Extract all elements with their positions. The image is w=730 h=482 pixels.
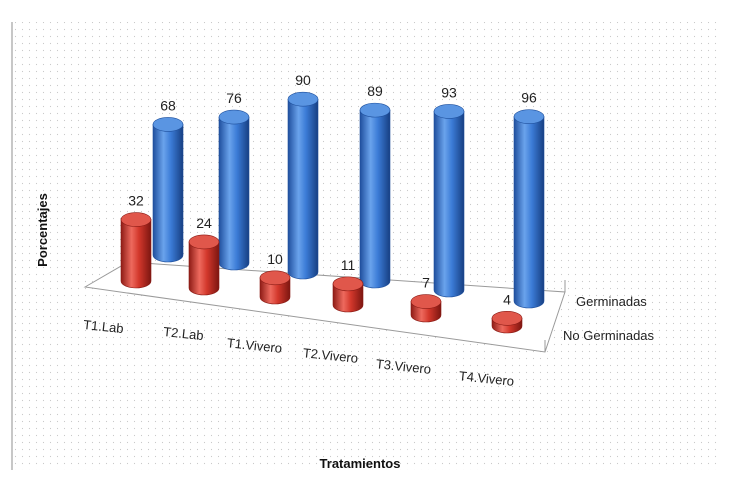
no-germinadas-bar-top [259, 270, 291, 286]
germinadas-data-label: 96 [521, 90, 537, 106]
germinadas-bar-body [218, 116, 250, 271]
no-germinadas-bar-top [491, 311, 523, 326]
germinadas-bar-body [433, 111, 465, 298]
x-tick-label: T2.Vivero [302, 345, 359, 366]
no-germinadas-bar-body [188, 241, 220, 296]
germinadas-data-label: 93 [441, 84, 457, 100]
no-germinadas-bar-body [332, 283, 364, 313]
no-germinadas-bar [332, 276, 364, 313]
series-label: No Germinadas [563, 328, 655, 343]
no-germinadas-bar [120, 212, 152, 289]
no-germinadas-data-label: 4 [503, 291, 511, 307]
x-tick-label: T2.Lab [163, 324, 205, 343]
no-germinadas-bar-body [259, 277, 291, 305]
germinadas-bar [433, 104, 465, 298]
germinadas-bar-top [359, 102, 391, 118]
germinadas-bar-top [152, 117, 184, 132]
germinadas-bar-top [218, 109, 250, 125]
y-axis-title: Porcentajes [35, 193, 50, 267]
x-tick-label: T3.Vivero [375, 356, 432, 377]
no-germinadas-bar-top [332, 276, 364, 292]
germinadas-data-label: 89 [367, 83, 383, 99]
x-tick-label: T1.Vivero [226, 335, 283, 356]
no-germinadas-bar-top [120, 212, 152, 227]
no-germinadas-data-label: 32 [128, 193, 144, 209]
germinadas-data-label: 90 [295, 72, 311, 88]
germinadas-bar [287, 91, 319, 280]
no-germinadas-data-label: 11 [341, 257, 356, 273]
no-germinadas-data-label: 24 [196, 215, 212, 231]
germinadas-data-label: 68 [160, 97, 176, 113]
germinadas-bar [513, 109, 545, 309]
x-tick-label: T4.Vivero [458, 368, 515, 389]
chart-labels: 68 76 90 89 93 96 32 24 10 11 7 4 T1.Lab T2.Lab T1.Viv… [83, 72, 655, 389]
germinadas-bar [218, 109, 250, 271]
germinadas-bar-body [513, 116, 545, 309]
x-axis-title: Tratamientos [320, 456, 401, 471]
no-germinadas-bar [259, 270, 291, 305]
germinadas-bar-top [513, 109, 545, 124]
chart-bars [120, 91, 545, 334]
germinadas-bar-body [359, 109, 391, 289]
germinadas-bar [359, 102, 391, 289]
no-germinadas-bar-body [120, 219, 152, 289]
x-tick-label: T1.Lab [83, 317, 125, 336]
germinadas-bar [152, 117, 184, 263]
no-germinadas-bar-top [188, 234, 220, 250]
no-germinadas-data-label: 10 [267, 251, 283, 267]
no-germinadas-data-label: 7 [422, 275, 430, 291]
no-germinadas-bar [410, 294, 442, 323]
germinadas-bar-top [287, 91, 319, 107]
no-germinadas-bar [491, 311, 523, 334]
germinadas-bar-body [152, 124, 184, 263]
series-label: Germinadas [576, 294, 647, 309]
germinadas-bar-body [287, 98, 319, 280]
germinadas-bar-top [433, 104, 465, 119]
germinadas-data-label: 76 [226, 90, 242, 106]
no-germinadas-bar-top [410, 294, 442, 309]
no-germinadas-bar [188, 234, 220, 296]
